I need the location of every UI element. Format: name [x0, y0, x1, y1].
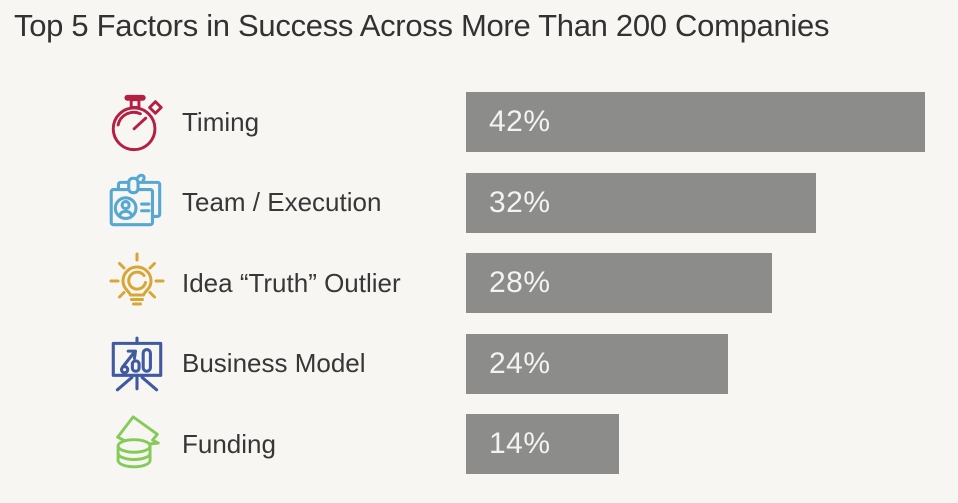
factor-label: Funding: [182, 428, 276, 459]
money-coins-icon: [102, 413, 172, 475]
presentation-chart-icon: [102, 331, 172, 397]
lightbulb-icon: [102, 251, 172, 315]
bar-timing: 42%: [466, 92, 925, 152]
stopwatch-icon: [102, 90, 172, 154]
factor-list: Timing 42% Team / Execution: [0, 92, 958, 495]
factor-label: Team / Execution: [182, 187, 382, 217]
factor-row-timing: Timing 42%: [0, 92, 958, 152]
bar-value-label: 28%: [489, 266, 551, 299]
bar-value-label: 14%: [489, 427, 551, 460]
factor-row-funding: Funding 14%: [0, 414, 958, 474]
id-badge-icon: [102, 170, 172, 236]
bar-value-label: 42%: [489, 105, 551, 138]
factor-label: Timing: [182, 106, 260, 137]
bar-business-model: 24%: [466, 333, 729, 394]
factor-row-idea-truth-outlier: Idea “Truth” Outlier 28%: [0, 251, 958, 315]
factor-label: Business Model: [182, 348, 366, 378]
page-title: Top 5 Factors in Success Across More Tha…: [14, 8, 830, 43]
factor-row-business-model: Business Model 24%: [0, 331, 958, 397]
bar-value-label: 32%: [489, 185, 551, 219]
factor-label: Idea “Truth” Outlier: [182, 267, 401, 298]
bar-idea-truth-outlier: 28%: [466, 253, 772, 313]
factor-row-team-execution: Team / Execution 32%: [0, 170, 958, 236]
bar-value-label: 24%: [489, 346, 551, 380]
bar-funding: 14%: [466, 414, 619, 474]
bar-team-execution: 32%: [466, 172, 816, 233]
